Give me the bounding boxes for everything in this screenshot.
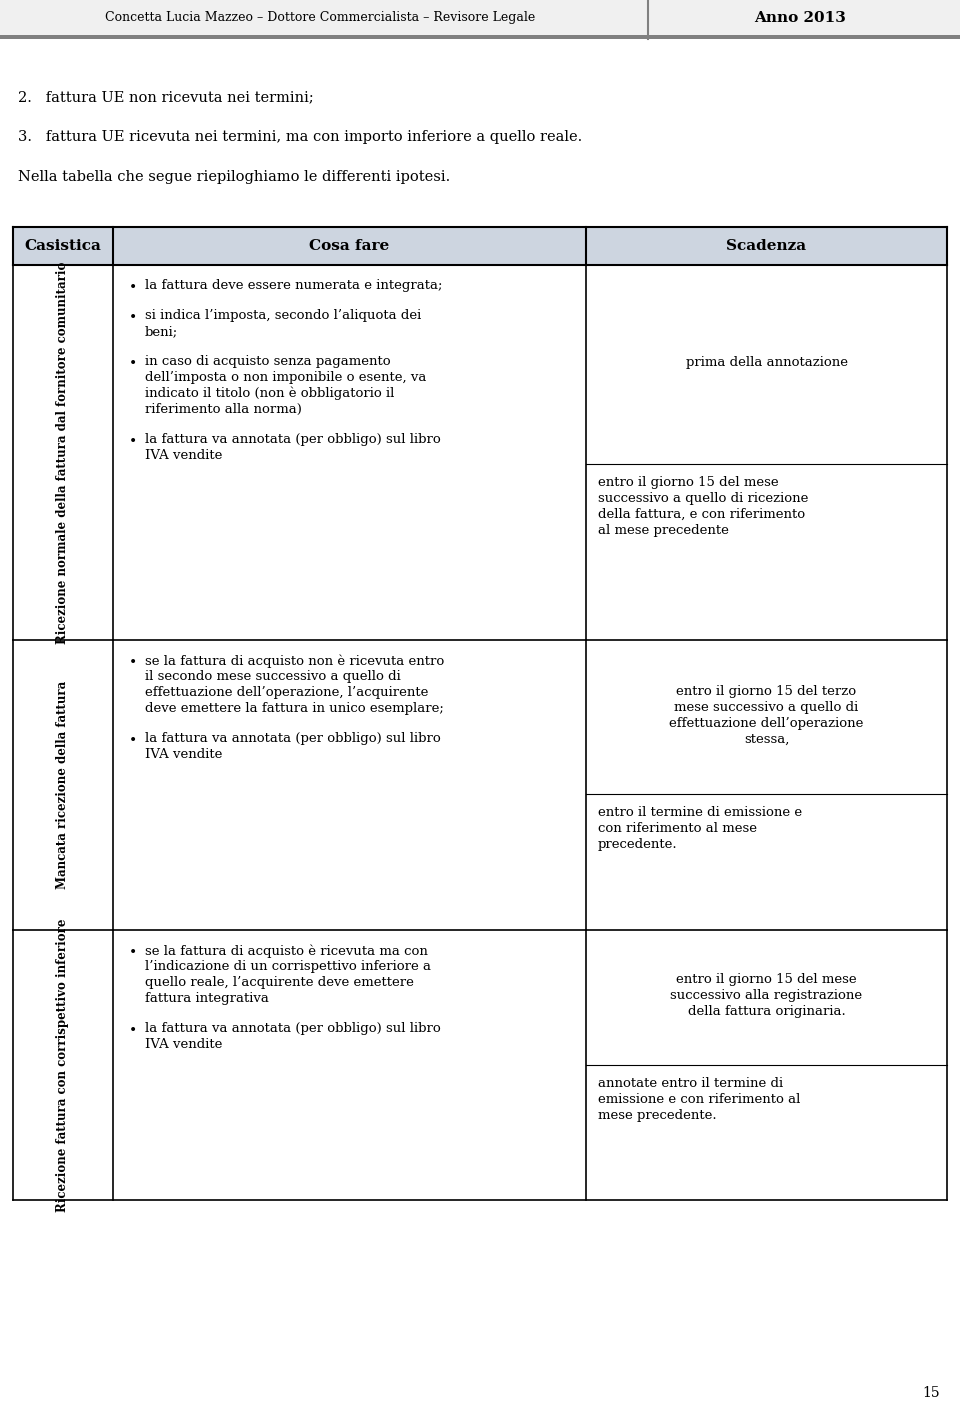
- Text: •: •: [129, 281, 137, 295]
- Text: l’indicazione di un corrispettivo inferiore a: l’indicazione di un corrispettivo inferi…: [145, 959, 431, 973]
- Text: la fattura va annotata (per obbligo) sul libro: la fattura va annotata (per obbligo) sul…: [145, 733, 441, 745]
- Text: in caso di acquisto senza pagamento: in caso di acquisto senza pagamento: [145, 356, 391, 368]
- Text: beni;: beni;: [145, 324, 179, 339]
- Text: •: •: [129, 357, 137, 371]
- Text: se la fattura di acquisto non è ricevuta entro: se la fattura di acquisto non è ricevuta…: [145, 655, 444, 667]
- Text: effettuazione dell’operazione, l’acquirente: effettuazione dell’operazione, l’acquire…: [145, 686, 428, 699]
- Text: entro il giorno 15 del mese: entro il giorno 15 del mese: [598, 476, 779, 489]
- Text: •: •: [129, 656, 137, 670]
- Text: il secondo mese successivo a quello di: il secondo mese successivo a quello di: [145, 670, 400, 683]
- Text: della fattura originaria.: della fattura originaria.: [687, 1006, 846, 1019]
- Text: entro il giorno 15 del terzo: entro il giorno 15 del terzo: [677, 684, 856, 697]
- Text: IVA vendite: IVA vendite: [145, 1039, 223, 1051]
- Text: 15: 15: [923, 1386, 940, 1400]
- Text: •: •: [129, 435, 137, 449]
- Text: IVA vendite: IVA vendite: [145, 449, 223, 462]
- Text: indicato il titolo (non è obbligatorio il: indicato il titolo (non è obbligatorio i…: [145, 387, 395, 401]
- Text: entro il giorno 15 del mese: entro il giorno 15 del mese: [676, 973, 857, 986]
- Text: successivo a quello di ricezione: successivo a quello di ricezione: [598, 492, 808, 504]
- Text: emissione e con riferimento al: emissione e con riferimento al: [598, 1093, 801, 1107]
- Text: Ricezione normale della fattura dal fornitore comunitario: Ricezione normale della fattura dal forn…: [57, 261, 69, 643]
- Text: la fattura deve essere numerata e integrata;: la fattura deve essere numerata e integr…: [145, 279, 443, 292]
- Text: Casistica: Casistica: [25, 239, 102, 254]
- Text: Scadenza: Scadenza: [727, 239, 806, 254]
- Text: se la fattura di acquisto è ricevuta ma con: se la fattura di acquisto è ricevuta ma …: [145, 944, 428, 958]
- Text: •: •: [129, 947, 137, 959]
- Text: della fattura, e con riferimento: della fattura, e con riferimento: [598, 507, 805, 521]
- Text: annotate entro il termine di: annotate entro il termine di: [598, 1077, 783, 1090]
- Text: la fattura va annotata (per obbligo) sul libro: la fattura va annotata (per obbligo) sul…: [145, 1022, 441, 1034]
- Text: Ricezione fattura con corrispettivo inferiore: Ricezione fattura con corrispettivo infe…: [57, 918, 69, 1212]
- Text: dell’imposta o non imponibile o esente, va: dell’imposta o non imponibile o esente, …: [145, 371, 426, 384]
- Bar: [0, 0, 960, 35]
- Text: stessa,: stessa,: [744, 733, 789, 745]
- Text: Nella tabella che segue riepiloghiamo le differenti ipotesi.: Nella tabella che segue riepiloghiamo le…: [18, 170, 450, 184]
- Text: al mese precedente: al mese precedente: [598, 524, 729, 537]
- Bar: [13, 227, 947, 265]
- Text: successivo alla registrazione: successivo alla registrazione: [670, 989, 863, 1002]
- Text: fattura integrativa: fattura integrativa: [145, 992, 269, 1005]
- Text: Anno 2013: Anno 2013: [754, 10, 846, 24]
- Text: entro il termine di emissione e: entro il termine di emissione e: [598, 806, 803, 819]
- Text: prima della annotazione: prima della annotazione: [685, 356, 848, 370]
- Text: mese precedente.: mese precedente.: [598, 1110, 716, 1122]
- Text: con riferimento al mese: con riferimento al mese: [598, 822, 757, 835]
- Text: IVA vendite: IVA vendite: [145, 748, 223, 761]
- Text: Mancata ricezione della fattura: Mancata ricezione della fattura: [57, 682, 69, 888]
- Text: •: •: [129, 734, 137, 748]
- Text: 3.   fattura UE ricevuta nei termini, ma con importo inferiore a quello reale.: 3. fattura UE ricevuta nei termini, ma c…: [18, 130, 583, 145]
- Text: effettuazione dell’operazione: effettuazione dell’operazione: [669, 717, 864, 730]
- Text: deve emettere la fattura in unico esemplare;: deve emettere la fattura in unico esempl…: [145, 701, 444, 716]
- Text: quello reale, l’acquirente deve emettere: quello reale, l’acquirente deve emettere: [145, 976, 414, 989]
- Text: mese successivo a quello di: mese successivo a quello di: [674, 701, 858, 714]
- Text: riferimento alla norma): riferimento alla norma): [145, 402, 301, 417]
- Text: •: •: [129, 310, 137, 324]
- Text: precedente.: precedente.: [598, 837, 678, 850]
- Text: •: •: [129, 1024, 137, 1039]
- Text: la fattura va annotata (per obbligo) sul libro: la fattura va annotata (per obbligo) sul…: [145, 434, 441, 446]
- Bar: [0, 35, 960, 40]
- Text: si indica l’imposta, secondo l’aliquota dei: si indica l’imposta, secondo l’aliquota …: [145, 309, 421, 322]
- Text: 2.   fattura UE non ricevuta nei termini;: 2. fattura UE non ricevuta nei termini;: [18, 91, 314, 103]
- Text: Concetta Lucia Mazzeo – Dottore Commercialista – Revisore Legale: Concetta Lucia Mazzeo – Dottore Commerci…: [105, 11, 535, 24]
- Text: Cosa fare: Cosa fare: [309, 239, 390, 254]
